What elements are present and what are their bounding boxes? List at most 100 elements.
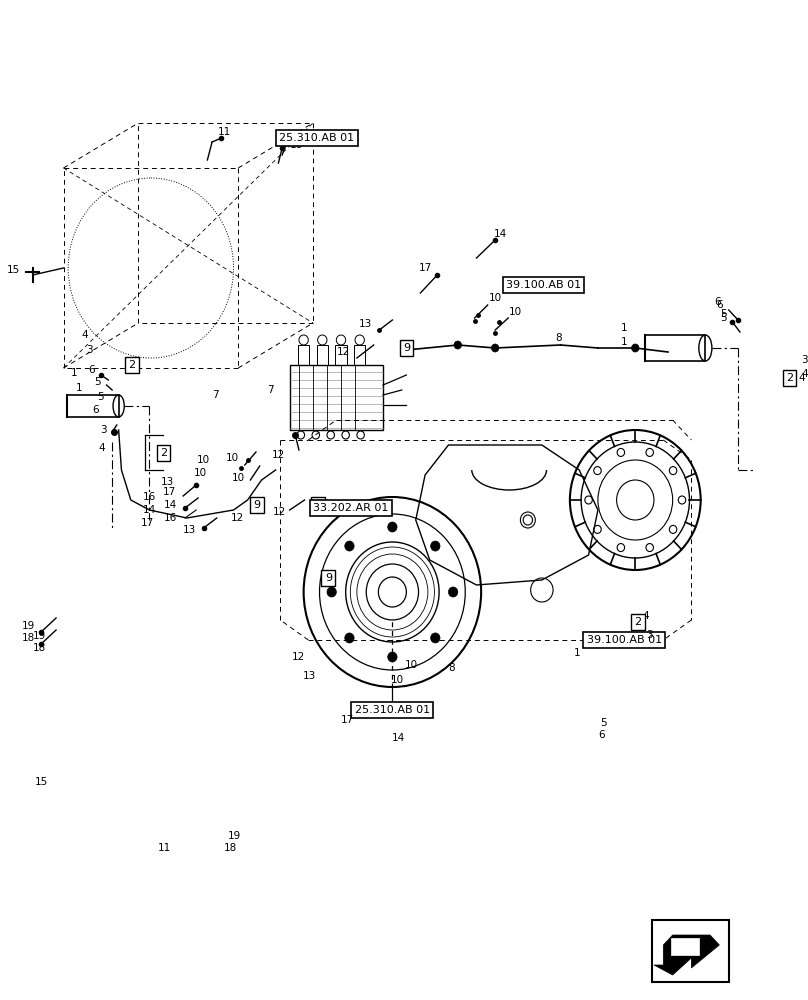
Text: 19: 19 bbox=[23, 621, 36, 631]
Text: 3: 3 bbox=[646, 630, 653, 640]
Text: 4: 4 bbox=[798, 373, 806, 383]
Circle shape bbox=[632, 344, 639, 352]
Text: 19: 19 bbox=[227, 831, 241, 841]
Text: 5: 5 bbox=[600, 718, 607, 728]
Text: 6: 6 bbox=[714, 297, 722, 307]
Text: 2: 2 bbox=[634, 617, 642, 627]
Text: 14: 14 bbox=[164, 500, 178, 510]
Text: 3: 3 bbox=[802, 355, 808, 365]
Text: 13: 13 bbox=[161, 477, 175, 487]
Text: 6: 6 bbox=[598, 730, 605, 740]
Text: 3: 3 bbox=[100, 425, 107, 435]
Bar bbox=[335, 345, 347, 365]
Text: 12: 12 bbox=[231, 513, 244, 523]
Circle shape bbox=[388, 652, 397, 662]
Text: 39.100.AB 01: 39.100.AB 01 bbox=[506, 280, 581, 290]
Text: 4: 4 bbox=[642, 611, 649, 621]
Text: 10: 10 bbox=[194, 468, 208, 478]
Text: 18: 18 bbox=[289, 140, 303, 150]
Text: 6: 6 bbox=[717, 300, 723, 310]
Text: 15: 15 bbox=[7, 265, 20, 275]
Text: 4: 4 bbox=[98, 443, 105, 453]
Text: 18: 18 bbox=[224, 843, 237, 853]
Text: 10: 10 bbox=[197, 455, 210, 465]
Text: 10: 10 bbox=[489, 293, 502, 303]
Text: 2: 2 bbox=[160, 448, 167, 458]
Text: 4: 4 bbox=[802, 369, 808, 379]
Text: 15: 15 bbox=[35, 777, 48, 787]
Text: 8: 8 bbox=[448, 663, 455, 673]
Text: 12: 12 bbox=[337, 347, 351, 357]
Text: 12: 12 bbox=[271, 450, 285, 460]
Circle shape bbox=[448, 587, 458, 597]
Text: 3: 3 bbox=[86, 345, 92, 355]
Text: 1: 1 bbox=[621, 323, 628, 333]
Text: 6: 6 bbox=[89, 365, 95, 375]
Bar bbox=[289, 365, 383, 430]
Circle shape bbox=[388, 522, 397, 532]
Text: 6: 6 bbox=[93, 405, 99, 415]
Text: 19: 19 bbox=[32, 631, 46, 641]
Text: 13: 13 bbox=[303, 671, 316, 681]
Text: 5: 5 bbox=[95, 377, 101, 387]
Text: 11: 11 bbox=[217, 127, 231, 137]
Text: 12: 12 bbox=[272, 507, 286, 517]
Text: 10: 10 bbox=[405, 660, 418, 670]
Circle shape bbox=[454, 341, 461, 349]
Text: 10: 10 bbox=[509, 307, 522, 317]
Text: 1: 1 bbox=[70, 368, 78, 378]
Text: 14: 14 bbox=[494, 229, 507, 239]
Text: 10: 10 bbox=[226, 453, 239, 463]
Text: 9: 9 bbox=[253, 500, 260, 510]
Polygon shape bbox=[671, 938, 699, 955]
Bar bbox=[298, 345, 309, 365]
Text: 13: 13 bbox=[359, 319, 372, 329]
Text: 1: 1 bbox=[76, 383, 82, 393]
Bar bbox=[645, 335, 705, 361]
Text: 1: 1 bbox=[574, 648, 581, 658]
Text: 2: 2 bbox=[128, 360, 136, 370]
Text: 17: 17 bbox=[162, 487, 175, 497]
Circle shape bbox=[491, 344, 499, 352]
Text: 8: 8 bbox=[555, 333, 562, 343]
Bar bbox=[67, 395, 119, 417]
Text: 13: 13 bbox=[183, 525, 196, 535]
Text: 5: 5 bbox=[720, 313, 727, 323]
Text: 33.202.AR 01: 33.202.AR 01 bbox=[314, 503, 389, 513]
Text: 16: 16 bbox=[143, 492, 156, 502]
Text: 10: 10 bbox=[390, 675, 404, 685]
Text: 25.310.AB 01: 25.310.AB 01 bbox=[280, 133, 355, 143]
Text: 25.310.AB 01: 25.310.AB 01 bbox=[355, 705, 430, 715]
Text: 4: 4 bbox=[82, 330, 88, 340]
Text: 9: 9 bbox=[314, 500, 322, 510]
Text: 39.100.AB 01: 39.100.AB 01 bbox=[587, 635, 662, 645]
Text: 5: 5 bbox=[720, 309, 727, 319]
Text: 7: 7 bbox=[212, 390, 218, 400]
Text: 19: 19 bbox=[295, 132, 309, 142]
Polygon shape bbox=[654, 935, 719, 975]
Bar bbox=[652, 920, 729, 982]
Circle shape bbox=[431, 633, 440, 643]
Text: 5: 5 bbox=[97, 392, 103, 402]
Text: 9: 9 bbox=[403, 343, 410, 353]
Text: 9: 9 bbox=[325, 573, 332, 583]
Text: 12: 12 bbox=[292, 652, 305, 662]
Text: 7: 7 bbox=[267, 385, 274, 395]
Text: 11: 11 bbox=[158, 843, 171, 853]
Circle shape bbox=[345, 633, 354, 643]
Circle shape bbox=[327, 587, 336, 597]
Text: 17: 17 bbox=[341, 715, 354, 725]
Text: 17: 17 bbox=[141, 518, 154, 528]
Text: 10: 10 bbox=[232, 473, 245, 483]
Text: 17: 17 bbox=[419, 263, 431, 273]
Text: 1: 1 bbox=[621, 337, 628, 347]
Text: 2: 2 bbox=[786, 373, 793, 383]
Bar bbox=[317, 345, 328, 365]
Text: 18: 18 bbox=[23, 633, 36, 643]
Bar bbox=[354, 345, 365, 365]
Text: 16: 16 bbox=[164, 513, 178, 523]
Text: 14: 14 bbox=[392, 733, 405, 743]
Circle shape bbox=[431, 541, 440, 551]
Circle shape bbox=[345, 541, 354, 551]
Text: 18: 18 bbox=[32, 643, 46, 653]
